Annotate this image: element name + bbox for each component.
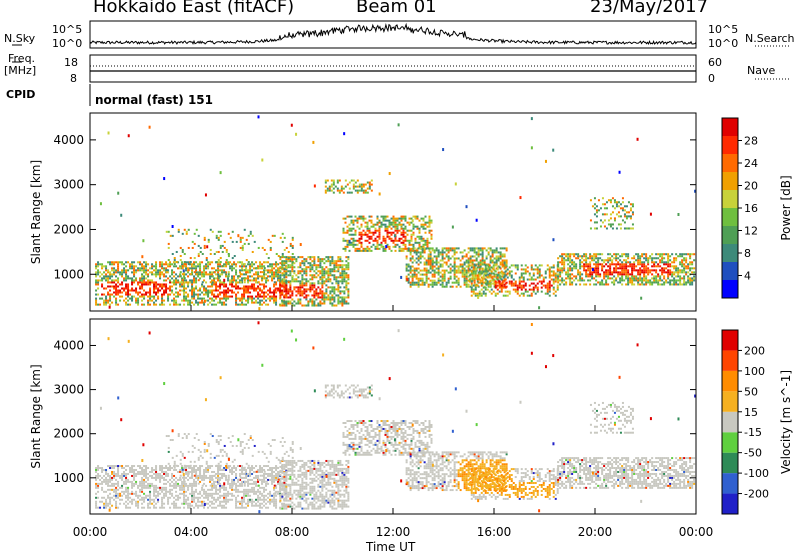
velocity-colorbar-label-7: -200 [744,488,769,501]
velocity-ylabel-0: 1000 [53,471,84,485]
beam-title: Beam 01 [356,0,437,17]
nsky-tick-top: 10^5 [52,23,83,36]
velocity-colorbar-swatch-6 [722,370,738,392]
power-colorbar-label-2: 12 [744,225,758,238]
xtick-label-2: 08:00 [275,525,310,539]
power-colorbar-swatch-8 [722,136,738,154]
nave-label: Nave [747,64,776,77]
freq-tick-bottom: 8 [70,72,77,85]
date-title: 23/May/2017 [590,0,709,17]
xtick-label-0: 00:00 [73,525,108,539]
power-panel-frame [89,112,697,312]
power-colorbar-label-1: 8 [744,247,751,260]
velocity-ylabel-3: 4000 [53,338,84,352]
xtick-label-4: 16:00 [477,525,512,539]
power-colorbar-swatch-1 [722,262,738,280]
nsearch-tick-top: 10^5 [708,23,739,36]
velocity-colorbar-swatch-7 [722,350,738,371]
power-colorbar-label-4: 20 [744,180,758,193]
velocity-colorbar-swatch-0 [722,493,738,514]
power-ylabel-2: 3000 [53,178,84,192]
nsearch-tick-bottom: 10^0 [708,37,739,50]
velocity-ylabel-1: 2000 [53,427,84,441]
freq-panel-frame [89,54,697,83]
xtick-label-1: 04:00 [174,525,209,539]
velocity-colorbar-label-4: -15 [744,426,762,439]
power-colorbar-label-0: 4 [744,270,751,283]
power-colorbar-title: Power [dB] [779,175,793,240]
power-colorbar-label-6: 28 [744,135,758,148]
velocity-heatmap [95,321,697,514]
xtick-label-6: 00:00 [679,525,714,539]
power-colorbar-label-5: 24 [744,157,758,170]
velocity-panel-frame [89,318,697,515]
velocity-colorbar-swatch-8 [722,330,738,351]
freq-label-2: [MHz] [4,64,37,77]
cpid-label: CPID [6,88,36,101]
power-colorbar-swatch-2 [722,244,738,262]
power-ylabel-3: 4000 [53,133,84,147]
velocity-colorbar-swatch-3 [722,432,738,453]
nsky-label: N.Sky [4,32,36,45]
nsky-tick-bottom: 10^0 [52,37,83,50]
power-colorbar-swatch-6 [722,172,738,190]
nsearch-label: N.Search [745,32,795,45]
velocity-colorbar-swatch-1 [722,473,738,494]
velocity-ylabel: Slant Range [km] [29,364,43,468]
freq-tick-top: 18 [64,56,78,69]
power-colorbar-swatch-7 [722,154,738,172]
power-colorbar-swatch-5 [722,190,738,208]
velocity-colorbar-label-2: 50 [744,385,758,398]
velocity-colorbar-label-1: 100 [744,365,765,378]
power-colorbar-label-3: 16 [744,202,758,215]
xtick-label-5: 20:00 [578,525,613,539]
velocity-colorbar-swatch-2 [722,452,738,474]
power-ylabel-0: 1000 [53,267,84,281]
nave-tick-bottom: 0 [708,72,715,85]
velocity-colorbar-label-3: 15 [744,406,758,419]
velocity-colorbar-swatch-5 [722,391,738,412]
power-ylabel-1: 2000 [53,222,84,236]
power-colorbar-swatch-4 [722,208,738,226]
cpid-value: normal (fast) 151 [95,93,213,107]
nsky-trace [89,22,697,45]
power-heatmap [95,115,697,311]
velocity-colorbar-label-5: -50 [744,447,762,460]
power-colorbar-swatch-0 [722,280,738,298]
xtick-label-3: 12:00 [376,525,411,539]
xaxis-label: Time UT [366,540,416,554]
nsky-panel-frame [89,20,697,49]
velocity-colorbar-frame [721,329,739,515]
power-colorbar-swatch-3 [722,226,738,244]
nave-tick-top: 60 [708,56,722,69]
radar-title: Hokkaido East (fitACF) [93,0,295,17]
power-ylabel: Slant Range [km] [29,160,43,264]
velocity-colorbar-swatch-4 [722,411,738,433]
freq-label-1: Freq. [8,52,36,65]
power-colorbar-swatch-9 [722,118,738,136]
velocity-colorbar-label-0: 200 [744,344,765,357]
velocity-colorbar-title: Velocity [m s^-1] [779,370,793,474]
velocity-colorbar-label-6: -100 [744,467,769,480]
velocity-ylabel-2: 3000 [53,383,84,397]
